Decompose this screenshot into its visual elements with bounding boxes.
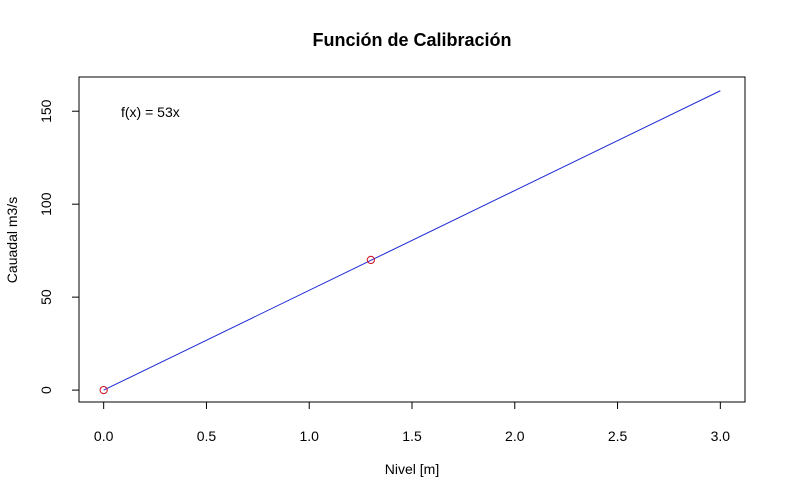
plot-area (78, 76, 746, 403)
data-point (366, 255, 376, 265)
x-axis-tick-label: 0.5 (197, 428, 217, 444)
y-axis-tick-label: 150 (38, 99, 54, 123)
x-axis-tick-label: 2.5 (608, 428, 628, 444)
y-axis-tick-label: 0 (38, 386, 54, 394)
x-axis-tick-label: 2.0 (505, 428, 525, 444)
formula-annotation: f(x) = 53x (121, 104, 180, 120)
chart-marks (99, 90, 721, 395)
fit-line (103, 90, 721, 391)
x-axis-tick-label: 0.0 (94, 428, 114, 444)
y-axis-tick-label: 100 (38, 192, 54, 216)
x-axis: 0.0 0.5 1.0 1.5 2.0 2.5 3.0 (94, 401, 731, 444)
y-axis: 0 50 100 150 (38, 99, 80, 394)
x-axis-tick-label: 1.5 (402, 428, 422, 444)
y-axis-tick-label: 50 (38, 289, 54, 305)
x-axis-tick-label: 1.0 (299, 428, 319, 444)
x-axis-title: Nivel [m] (385, 461, 439, 477)
x-axis-tick-label: 3.0 (711, 428, 731, 444)
y-axis-title: Cauadal m3/s (4, 197, 20, 283)
data-point (99, 385, 108, 395)
chart-title: Función de Calibración (312, 30, 511, 50)
